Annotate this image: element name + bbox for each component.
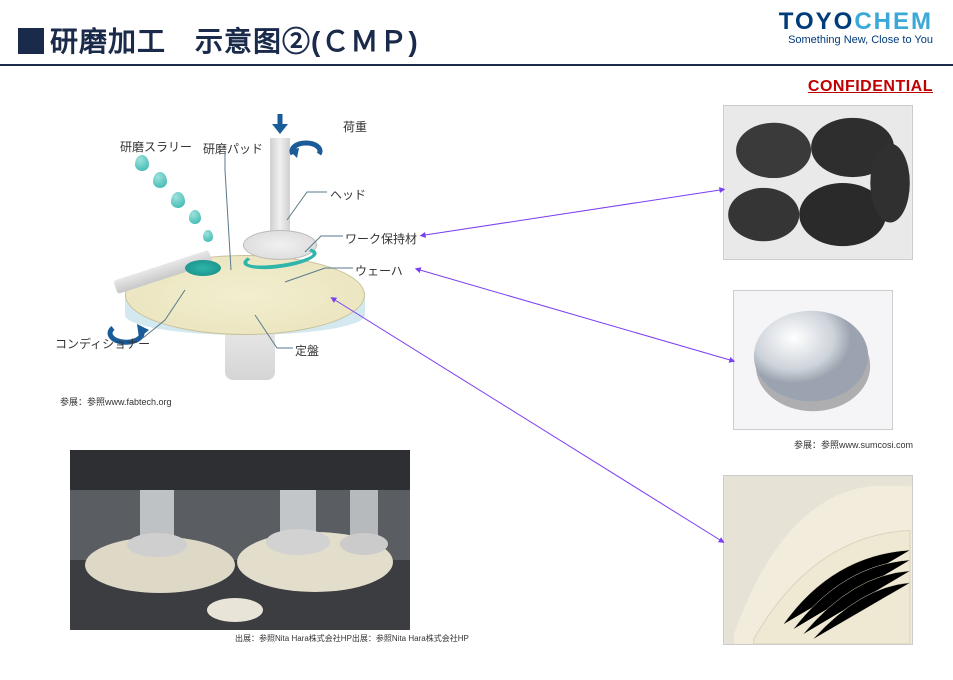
confidential-stamp: CONFIDENTIAL: [808, 78, 933, 96]
image-cmp-machine: [70, 450, 410, 630]
image-wafer-citation: 参展：参照www.sumcosi.com: [794, 438, 913, 451]
slurry-drop-icon: [135, 155, 149, 171]
label-load: 荷重: [343, 118, 367, 135]
label-conditioner: コンディショナー: [55, 335, 150, 352]
brand-logo: TOYOCHEM Something New, Close to You: [779, 8, 933, 46]
image-silicon-wafer: [733, 290, 893, 430]
logo-chem: CHEM: [854, 8, 933, 35]
logo-toyo: TOYO: [779, 8, 855, 35]
label-pad: 研磨パッド: [203, 140, 263, 157]
image-carrier-disks: [723, 105, 913, 260]
label-slurry: 研磨スラリー: [120, 138, 192, 155]
label-wafer: ウェーハ: [355, 262, 403, 279]
title-bullet-square: [18, 28, 44, 54]
logo-tagline: Something New, Close to You: [779, 34, 933, 46]
load-arrow-icon: [260, 112, 300, 136]
slurry-drop-icon: [203, 230, 213, 242]
slide-title: 研磨加工 示意图②(ＣＭＰ): [18, 20, 419, 60]
label-work-holder: ワーク保持材: [345, 230, 417, 247]
slide-header: 研磨加工 示意图②(ＣＭＰ) TOYOCHEM Something New, C…: [0, 0, 953, 72]
conditioner-head: [185, 260, 221, 276]
slurry-drop-icon: [153, 172, 167, 188]
header-rule: [0, 64, 953, 66]
cmp-schematic: 荷重 研磨スラリー 研磨パッド ヘッド ワーク保持材 ウェーハ コンディショナー…: [55, 110, 435, 400]
image-polishing-pads: [723, 475, 913, 645]
label-head: ヘッド: [330, 186, 366, 203]
rotation-arrow-head-icon: [287, 138, 327, 166]
slurry-drop-icon: [171, 192, 185, 208]
cmp-machine-citation: 出展：参照Nita Hara株式会社HP出展：参照Nita Hara株式会社HP: [235, 633, 469, 644]
diagram-citation: 参展：参照www.fabtech.org: [60, 395, 172, 408]
logo-wordmark: TOYOCHEM: [779, 8, 933, 36]
title-text: 研磨加工 示意图②(ＣＭＰ): [50, 20, 419, 60]
label-platen: 定盤: [295, 342, 319, 359]
slurry-drop-icon: [189, 210, 201, 224]
